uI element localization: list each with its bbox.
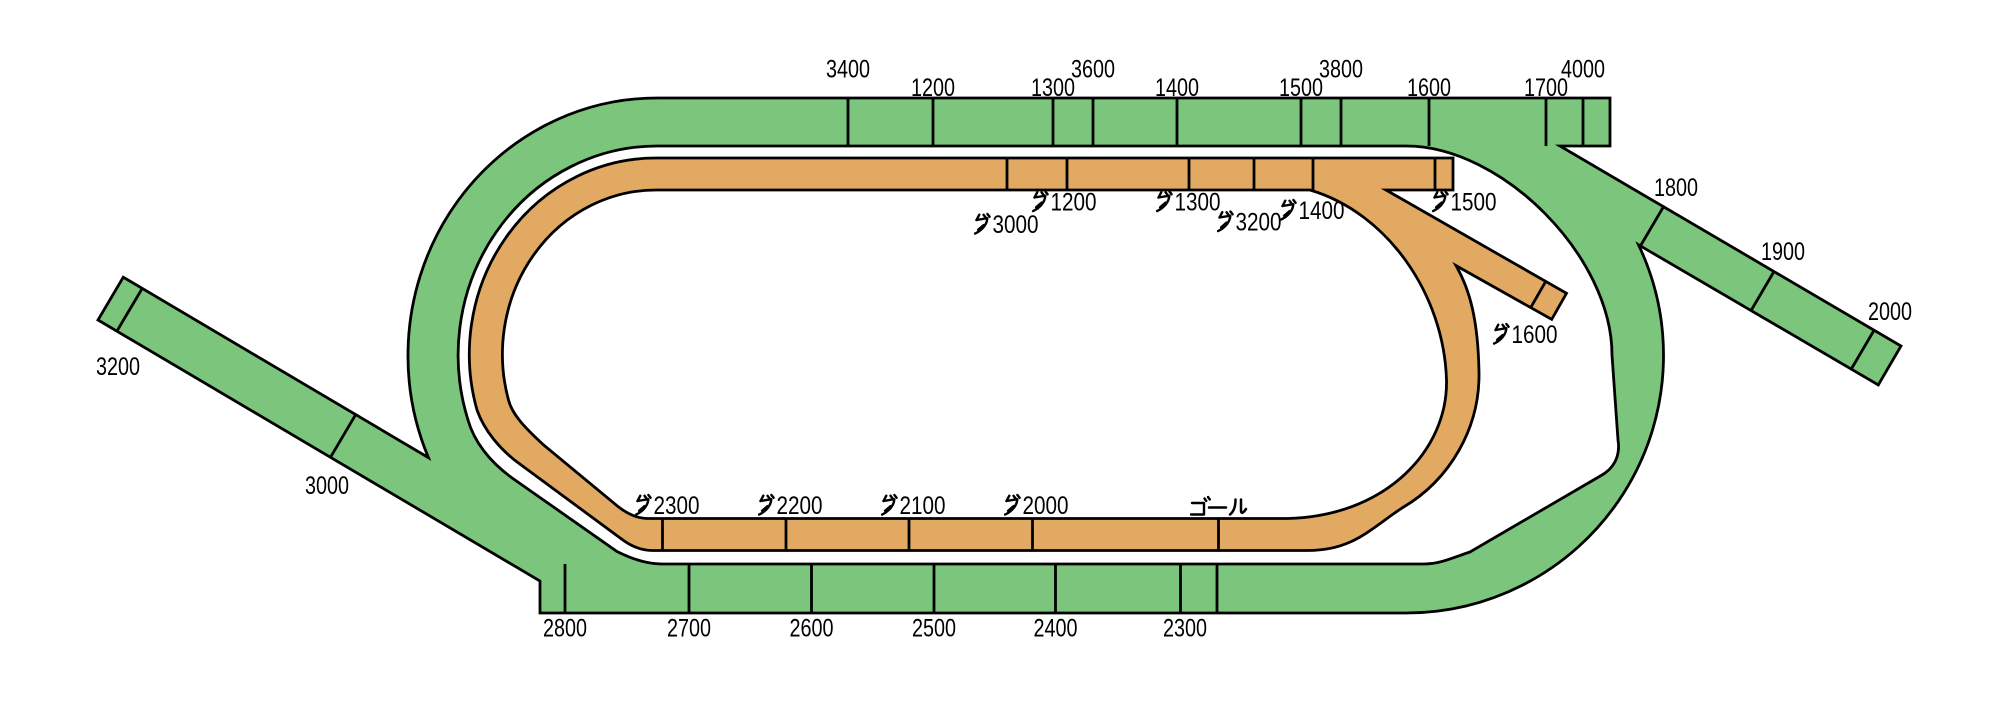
svg-text:1200: 1200 [911, 74, 955, 102]
svg-text:4000: 4000 [1561, 56, 1605, 84]
svg-text:1200: 1200 [1051, 189, 1097, 217]
svg-text:1500: 1500 [1279, 74, 1323, 102]
svg-text:3400: 3400 [826, 56, 870, 84]
svg-text:1300: 1300 [1175, 189, 1221, 217]
svg-text:1500: 1500 [1451, 189, 1497, 217]
svg-text:2300: 2300 [1163, 615, 1207, 643]
svg-text:2600: 2600 [790, 615, 834, 643]
svg-text:2100: 2100 [900, 492, 946, 520]
svg-text:1600: 1600 [1407, 74, 1451, 102]
svg-text:2800: 2800 [543, 615, 587, 643]
svg-text:2000: 2000 [1868, 298, 1912, 326]
svg-text:1400: 1400 [1299, 197, 1345, 225]
svg-text:1800: 1800 [1654, 174, 1698, 202]
svg-text:3000: 3000 [305, 472, 349, 500]
svg-text:2500: 2500 [912, 615, 956, 643]
svg-text:3000: 3000 [993, 211, 1039, 239]
svg-text:2300: 2300 [654, 492, 700, 520]
svg-text:2200: 2200 [777, 492, 823, 520]
svg-text:2400: 2400 [1034, 615, 1078, 643]
svg-text:3200: 3200 [1236, 209, 1282, 237]
svg-text:1400: 1400 [1155, 74, 1199, 102]
svg-text:1700: 1700 [1524, 74, 1568, 102]
svg-text:3600: 3600 [1071, 56, 1115, 84]
svg-text:1300: 1300 [1031, 74, 1075, 102]
svg-text:1600: 1600 [1512, 321, 1558, 349]
svg-text:2700: 2700 [667, 615, 711, 643]
svg-text:3200: 3200 [96, 353, 140, 381]
svg-text:1900: 1900 [1761, 238, 1805, 266]
svg-text:2000: 2000 [1023, 492, 1069, 520]
svg-text:3800: 3800 [1319, 56, 1363, 84]
